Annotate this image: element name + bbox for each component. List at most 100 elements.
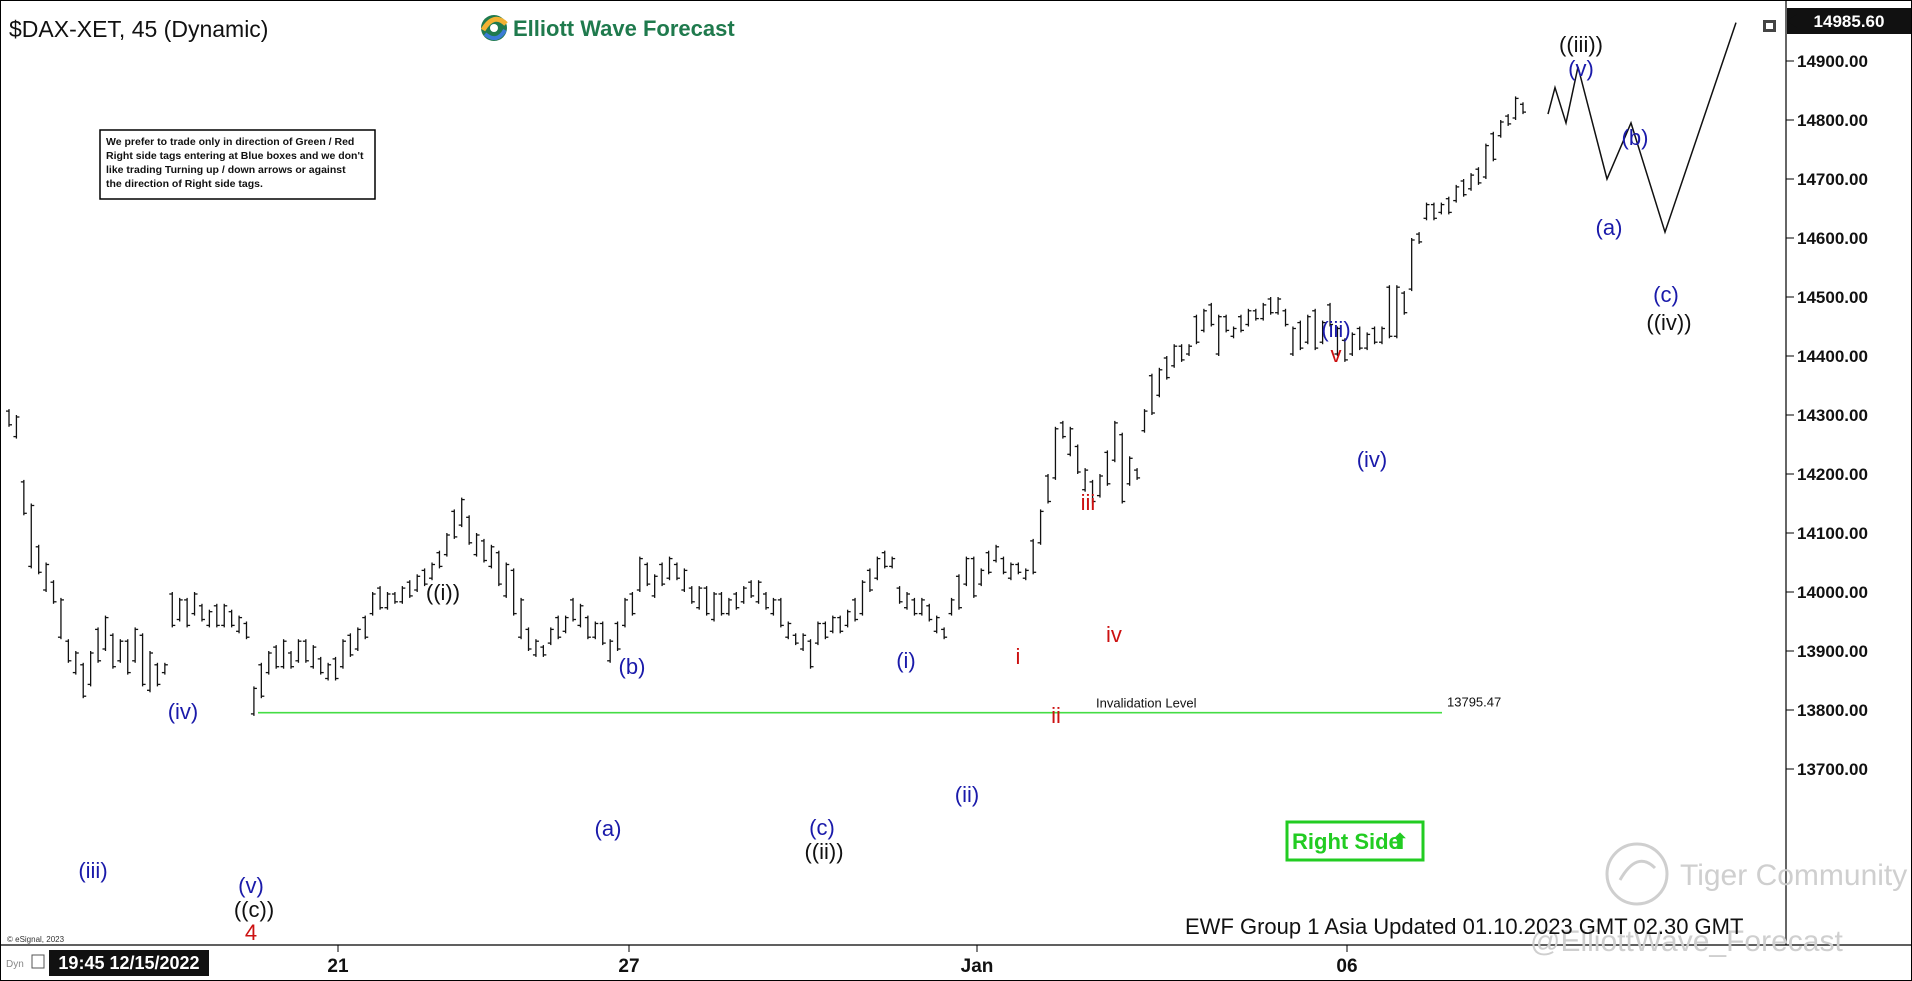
ohlc-bar: [1126, 456, 1133, 486]
y-tick-label: 14600.00: [1797, 229, 1868, 248]
y-tick-label: 14900.00: [1797, 52, 1868, 71]
ohlc-bar: [1252, 308, 1259, 321]
ohlc-bar: [555, 615, 562, 640]
ohlc-bar: [1453, 184, 1460, 203]
ohlc-bar: [399, 586, 406, 604]
ohlc-bar: [807, 639, 814, 669]
ohlc-bar: [310, 645, 317, 669]
ohlc-bar: [228, 609, 235, 628]
ohlc-bar: [763, 592, 769, 610]
chart-settings-icon[interactable]: [31, 954, 45, 969]
ohlc-bar: [1215, 314, 1222, 356]
wave-label: (ii): [955, 782, 979, 807]
ohlc-bar: [80, 662, 87, 699]
ohlc-bar: [139, 633, 146, 687]
ohlc-bar: [1082, 468, 1089, 492]
watermark-community: Tiger Community: [1680, 859, 1907, 892]
ohlc-bar: [592, 621, 599, 640]
ohlc-bar: [599, 621, 606, 646]
ohlc-bar: [1022, 568, 1029, 581]
ohlc-bar: [570, 597, 577, 622]
ohlc-bar: [918, 597, 925, 616]
ohlc-bar: [1401, 291, 1408, 315]
ohlc-bar: [1505, 114, 1512, 126]
ohlc-bar: [1475, 167, 1482, 185]
wave-label: ((ii)): [804, 839, 843, 864]
ohlc-bar: [607, 639, 614, 663]
ohlc-bar: [1275, 297, 1282, 315]
ohlc-bar: [1371, 326, 1378, 345]
note-line-2: Right side tags entering at Blue boxes a…: [106, 150, 364, 162]
update-footer: EWF Group 1 Asia Updated 01.10.2023 GMT …: [1185, 914, 1743, 939]
wave-label: v: [1331, 342, 1342, 367]
ohlc-bar: [703, 586, 710, 616]
ohlc-bar: [1319, 320, 1326, 345]
ohlc-bar: [837, 615, 844, 634]
wave-label: ((iv)): [1646, 310, 1691, 335]
last-price-pointer-icon: [1787, 14, 1797, 28]
ohlc-bar: [577, 603, 584, 628]
ohlc-bar: [265, 651, 272, 675]
wave-label: i: [1016, 644, 1021, 669]
y-tick-label: 14700.00: [1797, 170, 1868, 189]
ohlc-bar: [421, 568, 428, 587]
logo-swirl-icon: [480, 15, 508, 41]
ohlc-bar: [1460, 179, 1467, 197]
ohlc-bar: [889, 556, 896, 569]
x-tick-label: 27: [618, 956, 639, 977]
trading-note-box: [99, 129, 376, 200]
ohlc-bar: [1223, 314, 1230, 333]
ohlc-bar: [221, 603, 228, 628]
ohlc-bar: [740, 586, 747, 604]
ohlc-bar: [124, 639, 131, 675]
ohlc-bar: [1208, 302, 1215, 327]
ohlc-bar: [874, 556, 881, 581]
ohlc-bar: [288, 651, 295, 669]
ohlc-bar: [317, 656, 324, 675]
ohlc-bar: [466, 515, 473, 545]
price-axis[interactable]: 13700.00 13800.00 13900.00 14000.00 14100.00…: [1786, 52, 1868, 779]
ohlc-bar: [993, 544, 1000, 563]
ohlc-bar: [13, 415, 20, 439]
ohlc-bar: [800, 633, 807, 651]
ohlc-bar: [377, 586, 384, 610]
ohlc-bar: [963, 556, 970, 587]
ohlc-bar: [970, 556, 977, 598]
ohlc-bar: [510, 568, 517, 616]
time-axis[interactable]: 21 27 Jan 06: [327, 945, 1358, 977]
ohlc-bar: [458, 497, 465, 528]
ohlc-bar: [354, 627, 361, 651]
note-line-4: the direction of Right side tags.: [106, 178, 263, 190]
ohlc-bar: [250, 686, 257, 716]
ohlc-bar: [673, 562, 680, 581]
wave-projection-path: [1547, 22, 1737, 235]
ohlc-bar: [1260, 302, 1267, 321]
ohlc-bar: [1134, 468, 1141, 480]
ohlc-bar: [1156, 367, 1163, 398]
ohlc-bar: [651, 574, 658, 598]
ohlc-bar: [696, 586, 703, 610]
ohlc-bar: [718, 592, 725, 616]
y-tick-label: 14400.00: [1797, 347, 1868, 366]
wave-label: ((c)): [234, 897, 274, 922]
ohlc-bar: [896, 586, 903, 604]
ohlc-bar: [280, 639, 287, 669]
ohlc-bar: [1356, 326, 1363, 351]
y-tick-label: 13700.00: [1797, 760, 1868, 779]
crosshair-date-box: [49, 950, 209, 976]
wave-label: (b): [619, 654, 646, 679]
ohlc-bar: [295, 639, 302, 663]
ohlc-bar: [391, 592, 398, 604]
ohlc-bar: [28, 503, 35, 569]
ohlc-bar: [1482, 143, 1489, 179]
ohlc-bar: [1267, 297, 1274, 315]
x-tick-label: 06: [1336, 956, 1357, 977]
ohlc-bar: [1282, 308, 1289, 327]
ohlc-bar: [1297, 320, 1304, 351]
ohlc-bar: [1289, 326, 1296, 356]
window-restore-icon[interactable]: [1763, 20, 1776, 32]
ohlc-bar: [1178, 344, 1185, 362]
ohlc-bar: [1200, 308, 1207, 333]
ohlc-bar: [1193, 314, 1200, 345]
